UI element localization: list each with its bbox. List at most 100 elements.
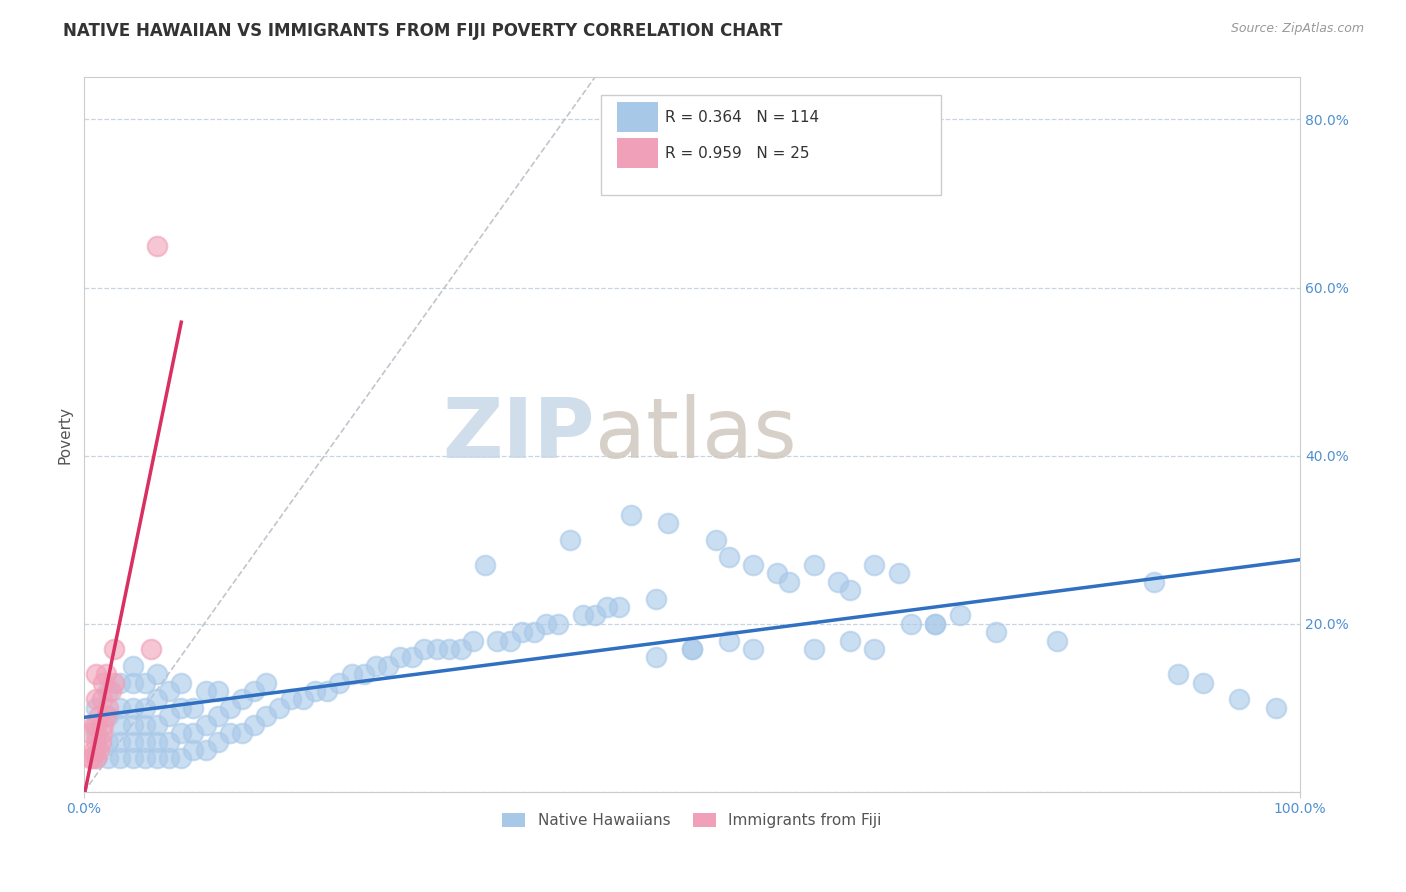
Point: [1143, 574, 1166, 589]
Point: [389, 650, 412, 665]
Point: [717, 633, 740, 648]
Point: [183, 726, 205, 740]
Point: [157, 734, 180, 748]
Point: [93, 675, 115, 690]
FancyBboxPatch shape: [617, 138, 658, 169]
Point: [146, 751, 169, 765]
Text: Source: ZipAtlas.com: Source: ZipAtlas.com: [1230, 22, 1364, 36]
Point: [134, 734, 156, 748]
Point: [97, 701, 120, 715]
Point: [91, 692, 114, 706]
Point: [766, 566, 789, 581]
Point: [547, 616, 569, 631]
Point: [170, 726, 193, 740]
Point: [84, 726, 107, 740]
Point: [523, 625, 546, 640]
Point: [340, 667, 363, 681]
Point: [426, 642, 449, 657]
Point: [219, 701, 242, 715]
Point: [534, 616, 557, 631]
Point: [803, 642, 825, 657]
Point: [900, 616, 922, 631]
Point: [486, 633, 509, 648]
Point: [560, 533, 582, 547]
Point: [450, 642, 472, 657]
Point: [887, 566, 910, 581]
Point: [741, 558, 763, 572]
Point: [146, 238, 169, 252]
Point: [84, 751, 107, 765]
Point: [207, 684, 229, 698]
Point: [146, 667, 169, 681]
Point: [134, 717, 156, 731]
Point: [91, 726, 114, 740]
Point: [194, 717, 217, 731]
Point: [139, 642, 162, 657]
Point: [364, 658, 387, 673]
Y-axis label: Poverty: Poverty: [58, 406, 72, 464]
Legend: Native Hawaiians, Immigrants from Fiji: Native Hawaiians, Immigrants from Fiji: [496, 807, 887, 834]
Point: [401, 650, 423, 665]
Point: [84, 717, 107, 731]
Point: [100, 684, 122, 698]
Point: [121, 701, 143, 715]
Point: [413, 642, 436, 657]
Point: [194, 684, 217, 698]
Point: [267, 701, 290, 715]
Point: [170, 675, 193, 690]
Point: [157, 751, 180, 765]
Point: [157, 684, 180, 698]
Point: [803, 558, 825, 572]
Point: [510, 625, 533, 640]
Point: [83, 743, 105, 757]
Point: [924, 616, 946, 631]
Point: [87, 743, 110, 757]
Point: [94, 709, 117, 723]
Point: [183, 701, 205, 715]
Point: [157, 709, 180, 723]
Point: [231, 692, 253, 706]
Point: [121, 717, 143, 731]
Point: [607, 600, 630, 615]
Point: [254, 709, 277, 723]
Point: [948, 608, 970, 623]
Point: [741, 642, 763, 657]
Point: [474, 558, 496, 572]
Point: [97, 709, 120, 723]
Point: [1227, 692, 1250, 706]
Point: [1264, 701, 1286, 715]
Point: [103, 642, 125, 657]
Point: [121, 751, 143, 765]
Point: [121, 734, 143, 748]
Point: [498, 633, 520, 648]
Point: [170, 701, 193, 715]
Point: [924, 616, 946, 631]
Point: [90, 734, 112, 748]
Point: [571, 608, 593, 623]
Point: [97, 684, 120, 698]
Point: [146, 717, 169, 731]
Point: [717, 549, 740, 564]
Point: [170, 751, 193, 765]
FancyBboxPatch shape: [600, 95, 942, 195]
Point: [110, 675, 132, 690]
Point: [83, 717, 105, 731]
Point: [207, 709, 229, 723]
Point: [134, 675, 156, 690]
Point: [121, 675, 143, 690]
Point: [1046, 633, 1069, 648]
Point: [121, 658, 143, 673]
Point: [984, 625, 1007, 640]
Point: [84, 751, 107, 765]
Point: [87, 709, 110, 723]
Point: [644, 591, 666, 606]
Point: [183, 743, 205, 757]
Point: [644, 650, 666, 665]
Point: [280, 692, 302, 706]
Point: [94, 667, 117, 681]
Point: [1167, 667, 1189, 681]
Point: [243, 684, 266, 698]
Point: [704, 533, 727, 547]
Text: NATIVE HAWAIIAN VS IMMIGRANTS FROM FIJI POVERTY CORRELATION CHART: NATIVE HAWAIIAN VS IMMIGRANTS FROM FIJI …: [63, 22, 783, 40]
Point: [328, 675, 350, 690]
